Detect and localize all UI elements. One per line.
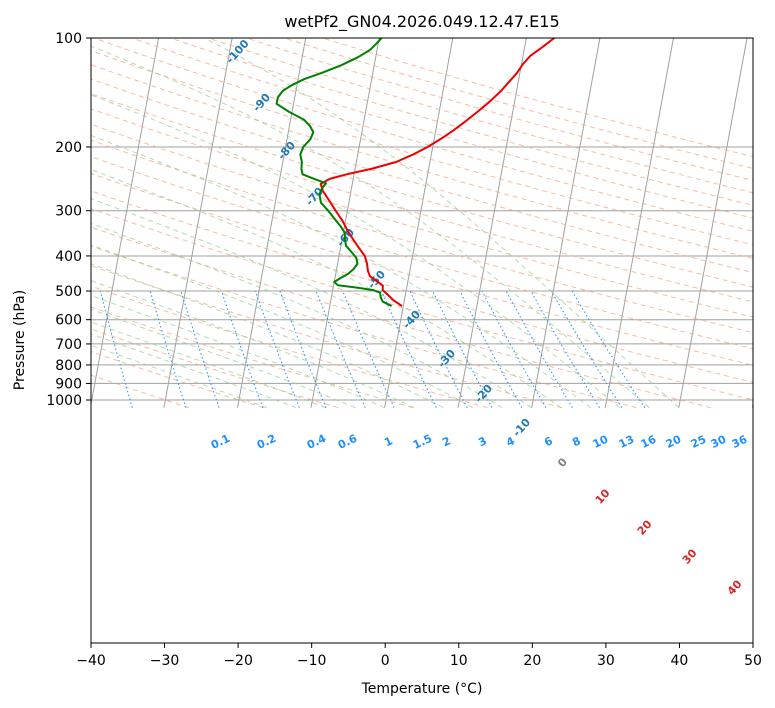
isotherm-line bbox=[91, 38, 160, 407]
isotherm-line bbox=[310, 38, 380, 408]
x-tick-label: 30 bbox=[597, 653, 615, 669]
moist-adiabat-line bbox=[91, 94, 621, 409]
y-tick-label: 300 bbox=[55, 204, 82, 220]
x-tick-label: −30 bbox=[150, 653, 180, 669]
dry-adiabat-line bbox=[91, 172, 753, 366]
mixing-ratio-label: 36 bbox=[730, 433, 750, 451]
mixing-ratio-line bbox=[505, 290, 573, 408]
moist-adiabat-line bbox=[91, 134, 591, 409]
mixing-ratio-line bbox=[381, 290, 437, 408]
mixing-ratio-line bbox=[530, 290, 600, 408]
plot-frame bbox=[90, 37, 754, 644]
mixing-ratio-line bbox=[409, 290, 468, 408]
x-tick-label: 0 bbox=[381, 653, 390, 669]
isotherm-line bbox=[678, 38, 748, 408]
dry-adiabat-line bbox=[91, 64, 753, 260]
dry-adiabat-line bbox=[91, 351, 264, 409]
y-tick-label: 100 bbox=[55, 31, 82, 47]
x-tick-label: 20 bbox=[523, 653, 541, 669]
plot-area bbox=[91, 38, 753, 643]
moist-adiabat-line bbox=[91, 45, 650, 409]
mixing-ratio-line bbox=[254, 290, 300, 408]
y-axis-label: Pressure (hPa) bbox=[12, 290, 28, 390]
moist-adiabat-line bbox=[91, 321, 326, 409]
dry-adiabat-line bbox=[131, 38, 753, 219]
dry-adiabat-line bbox=[91, 226, 712, 409]
y-tick-label: 400 bbox=[55, 249, 82, 265]
dry-adiabat-line bbox=[91, 245, 637, 409]
dry-adiabat-line bbox=[91, 208, 753, 401]
x-axis: −40 −30 −20 −10 0 10 20 30 40 50 bbox=[76, 643, 762, 669]
moist-adiabat-line bbox=[91, 308, 356, 409]
moist-adiabat-line bbox=[91, 344, 268, 409]
y-tick-label: 900 bbox=[55, 376, 82, 392]
y-tick-label: 1000 bbox=[46, 393, 82, 409]
moist-adiabat-line bbox=[91, 263, 444, 409]
isotherm-line bbox=[604, 38, 674, 408]
temperature-profile-line bbox=[319, 38, 555, 307]
y-tick-label: 200 bbox=[55, 140, 82, 156]
mixing-ratio-label: 25 bbox=[689, 433, 708, 451]
moist-adiabat-line bbox=[91, 244, 474, 409]
isotherm-line bbox=[163, 38, 233, 408]
moist-adiabat-line bbox=[91, 198, 532, 409]
sounding-profiles bbox=[275, 38, 555, 307]
isotherm-line bbox=[384, 38, 454, 408]
y-tick-label: 500 bbox=[55, 284, 82, 300]
y-tick-label: 800 bbox=[55, 358, 82, 374]
mixing-ratio-line bbox=[459, 290, 523, 408]
mixing-ratio-line bbox=[342, 290, 395, 408]
isotherm-line bbox=[0, 38, 11, 408]
dry-adiabat-line bbox=[91, 190, 753, 383]
dry-adiabat-line bbox=[91, 108, 753, 303]
x-tick-label: −10 bbox=[297, 653, 327, 669]
y-tick-label: 600 bbox=[55, 313, 82, 329]
isotherm-line bbox=[531, 38, 601, 408]
isotherm-line bbox=[751, 401, 753, 408]
dry-adiabat-line bbox=[91, 156, 753, 350]
x-axis-label: Temperature (°C) bbox=[361, 681, 483, 697]
moist-adiabat-line bbox=[91, 169, 562, 409]
mixing-ratio-line bbox=[550, 290, 623, 408]
mixing-ratio-label: 10 bbox=[591, 433, 611, 451]
isotherm-line bbox=[236, 38, 307, 408]
mixing-ratio-line bbox=[279, 290, 327, 408]
background-reference-lines bbox=[0, 38, 753, 409]
mixing-ratio-line bbox=[481, 290, 547, 408]
moist-adiabat-line bbox=[91, 295, 385, 409]
mixing-ratio-label: 16 bbox=[639, 433, 659, 451]
mixing-ratio-line bbox=[571, 290, 646, 408]
x-tick-label: 10 bbox=[450, 653, 468, 669]
moist-adiabat-line bbox=[91, 333, 297, 409]
x-tick-label: −40 bbox=[76, 653, 106, 669]
chart-title: wetPf2_GN04.2026.049.12.47.E15 bbox=[284, 12, 559, 32]
x-tick-label: −20 bbox=[223, 653, 253, 669]
mixing-ratio-label: 30 bbox=[709, 433, 729, 451]
mixing-ratio-line bbox=[315, 290, 366, 408]
dry-adiabat-line bbox=[91, 374, 190, 409]
y-tick-label: 700 bbox=[55, 337, 82, 353]
dry-adiabat-line bbox=[91, 123, 753, 318]
dewpoint-profile-line bbox=[275, 38, 393, 307]
x-tick-label: 40 bbox=[671, 653, 689, 669]
x-tick-label: 50 bbox=[744, 653, 762, 669]
moist-adiabat-line bbox=[203, 38, 680, 409]
mixing-ratio-label: 13 bbox=[617, 433, 636, 451]
mixing-ratio-label: 20 bbox=[664, 433, 684, 451]
mixing-ratio-line bbox=[432, 290, 493, 408]
